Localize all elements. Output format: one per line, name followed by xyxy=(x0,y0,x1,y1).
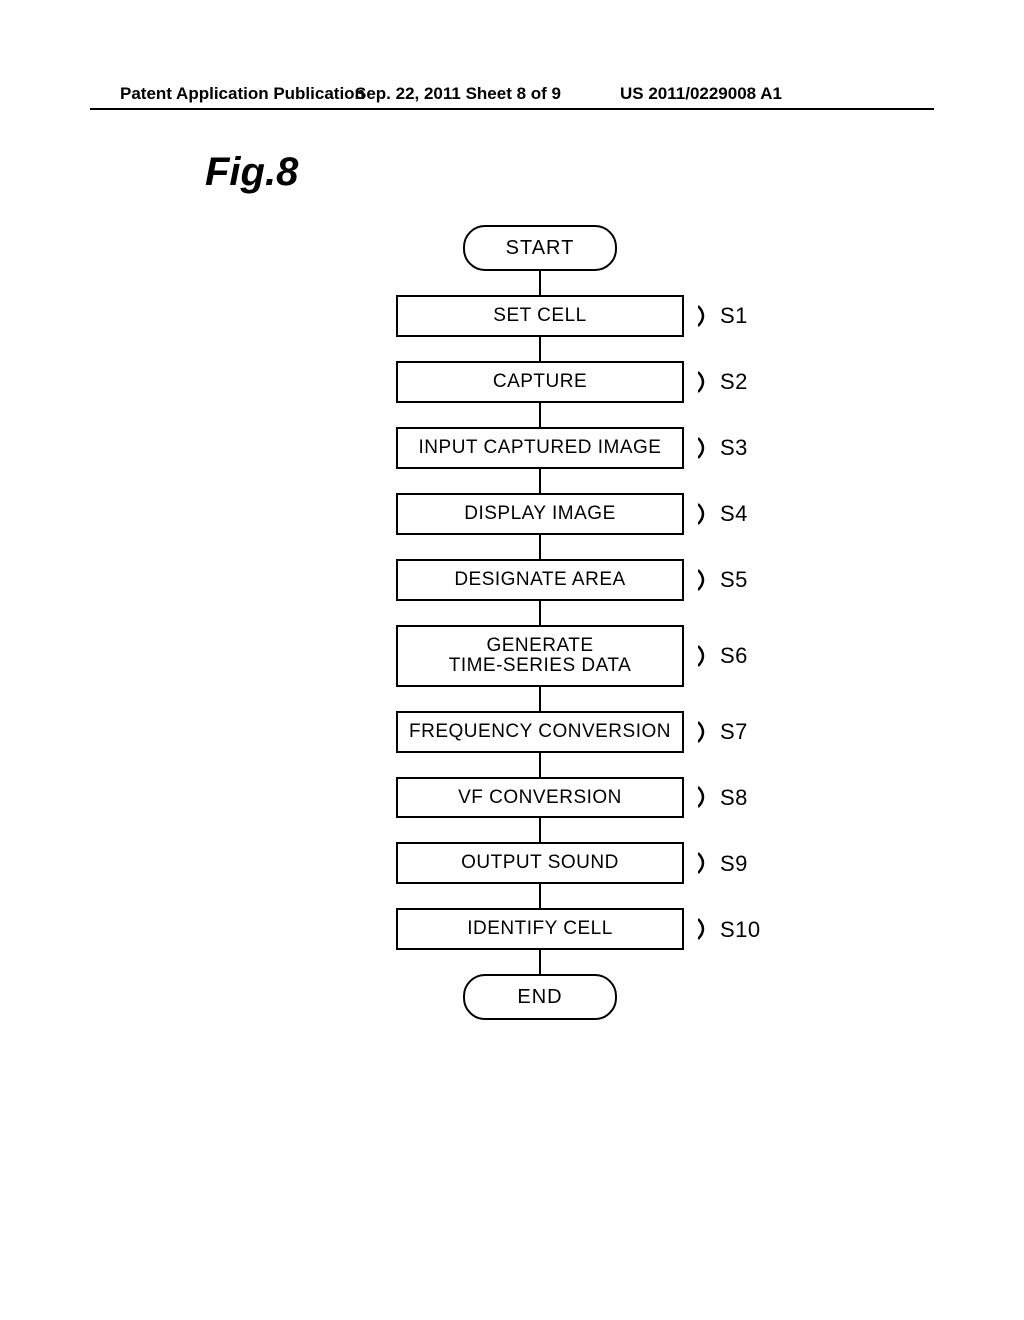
header-left: Patent Application Publication xyxy=(120,84,365,104)
step-text: GENERATE TIME-SERIES DATA xyxy=(449,636,632,676)
step-tag-s10: S10 xyxy=(698,915,761,943)
step-tag-s4: S4 xyxy=(698,500,748,528)
step-tag-s5: S5 xyxy=(698,566,748,594)
tag-text: S3 xyxy=(720,436,748,459)
step-text: SET CELL xyxy=(493,306,586,326)
tag-text: S10 xyxy=(720,918,761,941)
step-tag-s1: S1 xyxy=(698,302,748,330)
terminal-end: END xyxy=(463,974,617,1020)
tie-icon xyxy=(698,566,720,594)
step-box-s2: CAPTURE S2 xyxy=(396,361,684,403)
page: Patent Application Publication Sep. 22, … xyxy=(0,0,1024,1320)
connector xyxy=(539,884,542,908)
tag-text: S6 xyxy=(720,644,748,667)
step-box-s6: GENERATE TIME-SERIES DATA S6 xyxy=(396,625,684,687)
step-box-s4: DISPLAY IMAGE S4 xyxy=(396,493,684,535)
flowchart: START SET CELL S1 CAPTURE S2 INPUT CAPTU… xyxy=(395,225,685,1020)
step-text: VF CONVERSION xyxy=(458,788,622,808)
tie-icon xyxy=(698,783,720,811)
header-right: US 2011/0229008 A1 xyxy=(620,84,782,104)
terminal-start: START xyxy=(463,225,617,271)
connector xyxy=(539,337,542,361)
connector xyxy=(539,601,542,625)
connector xyxy=(539,753,542,777)
step-box-s10: IDENTIFY CELL S10 xyxy=(396,908,684,950)
step-box-s9: OUTPUT SOUND S9 xyxy=(396,842,684,884)
step-box-s1: SET CELL S1 xyxy=(396,295,684,337)
tie-icon xyxy=(698,434,720,462)
tie-icon xyxy=(698,915,720,943)
step-box-s3: INPUT CAPTURED IMAGE S3 xyxy=(396,427,684,469)
step-tag-s6: S6 xyxy=(698,642,748,670)
tag-text: S7 xyxy=(720,720,748,743)
tag-text: S8 xyxy=(720,786,748,809)
header-mid: Sep. 22, 2011 Sheet 8 of 9 xyxy=(355,84,561,104)
tag-text: S9 xyxy=(720,852,748,875)
step-tag-s2: S2 xyxy=(698,368,748,396)
step-box-s5: DESIGNATE AREA S5 xyxy=(396,559,684,601)
connector xyxy=(539,687,542,711)
step-tag-s7: S7 xyxy=(698,718,748,746)
connector xyxy=(539,403,542,427)
step-text: OUTPUT SOUND xyxy=(461,853,619,873)
tag-text: S5 xyxy=(720,568,748,591)
tag-text: S2 xyxy=(720,370,748,393)
step-tag-s9: S9 xyxy=(698,849,748,877)
tie-icon xyxy=(698,718,720,746)
step-text: DISPLAY IMAGE xyxy=(464,504,616,524)
connector xyxy=(539,271,542,295)
step-text: DESIGNATE AREA xyxy=(454,570,625,590)
tag-text: S4 xyxy=(720,502,748,525)
connector xyxy=(539,469,542,493)
step-tag-s8: S8 xyxy=(698,783,748,811)
connector xyxy=(539,950,542,974)
tie-icon xyxy=(698,368,720,396)
step-text: CAPTURE xyxy=(493,372,587,392)
step-text: IDENTIFY CELL xyxy=(467,919,613,939)
tie-icon xyxy=(698,849,720,877)
tie-icon xyxy=(698,642,720,670)
header-rule xyxy=(90,108,934,110)
figure-label: Fig.8 xyxy=(205,150,298,195)
step-box-s7: FREQUENCY CONVERSION S7 xyxy=(396,711,684,753)
tie-icon xyxy=(698,302,720,330)
connector xyxy=(539,818,542,842)
step-tag-s3: S3 xyxy=(698,434,748,462)
tag-text: S1 xyxy=(720,304,748,327)
connector xyxy=(539,535,542,559)
step-box-s8: VF CONVERSION S8 xyxy=(396,777,684,819)
tie-icon xyxy=(698,500,720,528)
step-text: INPUT CAPTURED IMAGE xyxy=(419,438,662,458)
step-text: FREQUENCY CONVERSION xyxy=(409,722,671,742)
